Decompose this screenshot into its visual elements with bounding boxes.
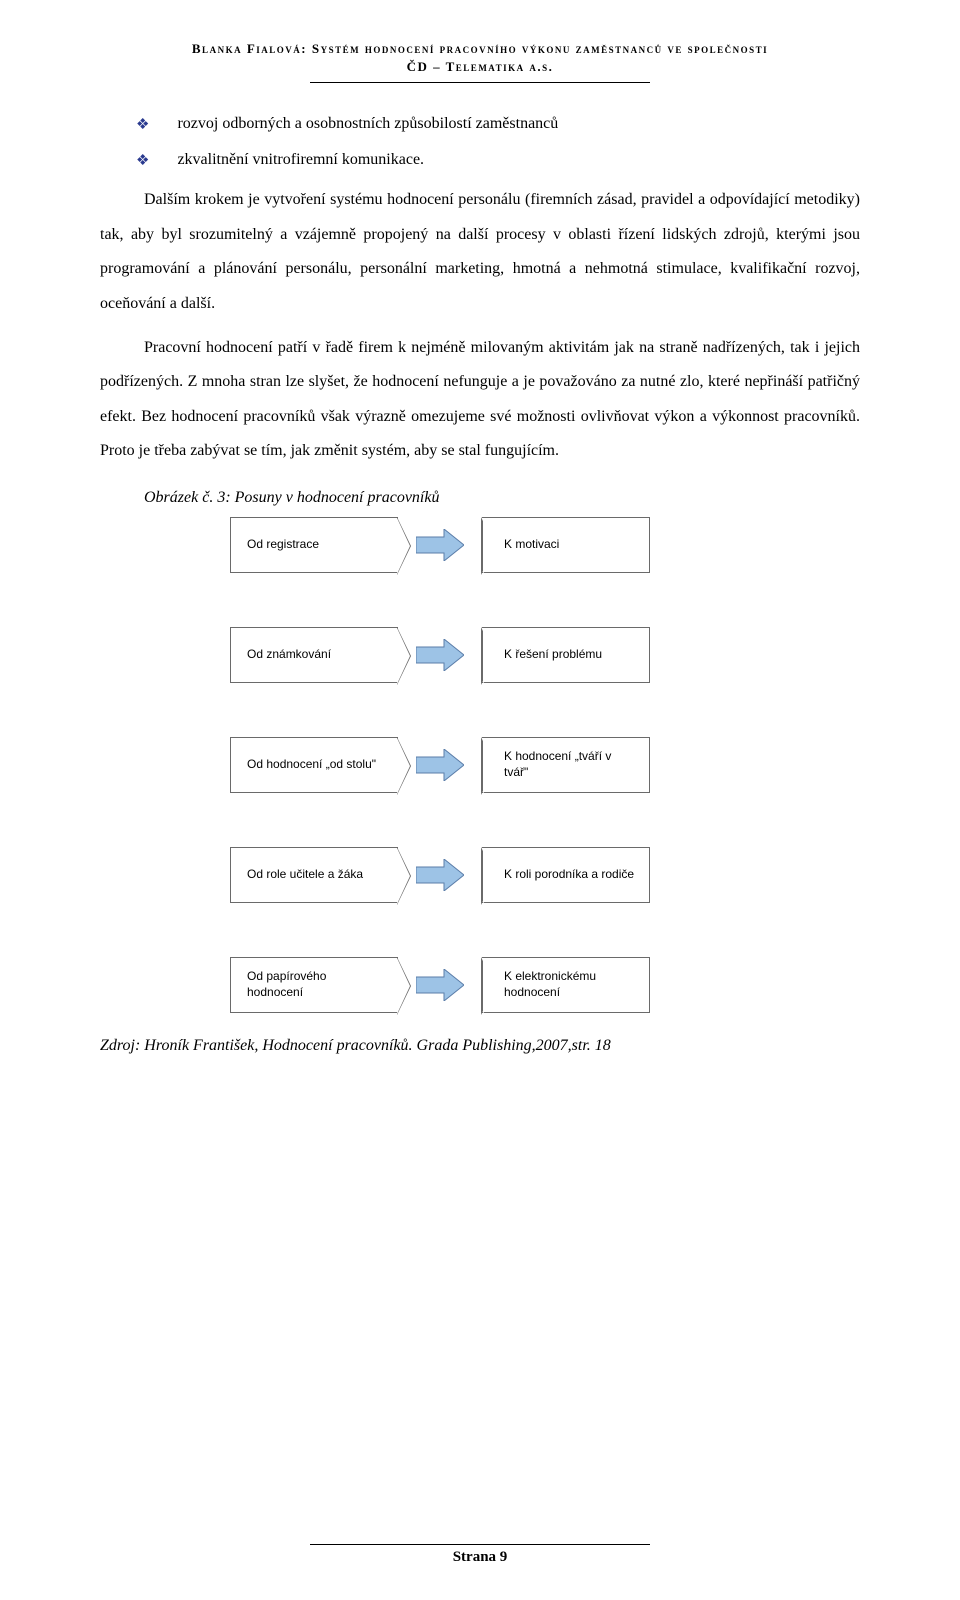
diagram-right-box: K elektronickému hodnocení <box>482 957 650 1013</box>
page-footer: Strana 9 <box>0 1544 960 1566</box>
header-divider <box>310 82 650 83</box>
bullet-item: ❖ zkvalitnění vnitrofiremní komunikace. <box>136 147 860 173</box>
page-number: Strana 9 <box>453 1549 508 1565</box>
diagram-left-label: Od registrace <box>247 537 319 553</box>
diagram-right-box: K hodnocení „tváří v tvář" <box>482 737 650 793</box>
footer-divider <box>310 1544 650 1545</box>
diagram-left-label: Od známkování <box>247 647 331 663</box>
diamond-bullet-icon: ❖ <box>136 149 149 173</box>
diagram-right-label: K roli porodníka a rodiče <box>504 867 634 883</box>
diagram-row: Od papírového hodnocení K elektronickému… <box>230 957 860 1013</box>
bullet-text: zkvalitnění vnitrofiremní komunikace. <box>177 147 424 173</box>
diagram-right-label: K motivaci <box>504 537 559 553</box>
diagram-left-label: Od hodnocení „od stolu" <box>247 757 376 773</box>
diagram-right-box: K roli porodníka a rodiče <box>482 847 650 903</box>
diagram-left-box: Od známkování <box>230 627 398 683</box>
diagram-row: Od registrace K motivaci <box>230 517 860 573</box>
diagram-right-label: K hodnocení „tváří v tvář" <box>504 749 637 780</box>
diagram-container: Od registrace K motivaci Od známkování K… <box>230 517 860 1013</box>
diagram-left-box: Od role učitele a žáka <box>230 847 398 903</box>
diagram-left-box: Od papírového hodnocení <box>230 957 398 1013</box>
page-header: Blanka Fialová: Systém hodnocení pracovn… <box>100 40 860 76</box>
diagram-right-box: K motivaci <box>482 517 650 573</box>
diagram-right-box: K řešení problému <box>482 627 650 683</box>
diagram-row: Od hodnocení „od stolu" K hodnocení „tvá… <box>230 737 860 793</box>
diagram-left-box: Od hodnocení „od stolu" <box>230 737 398 793</box>
diagram-right-label: K elektronickému hodnocení <box>504 969 637 1000</box>
diamond-bullet-icon: ❖ <box>136 113 149 137</box>
figure-caption: Obrázek č. 3: Posuny v hodnocení pracovn… <box>144 489 860 507</box>
bullet-text: rozvoj odborných a osobnostních způsobil… <box>177 111 558 137</box>
figure-source: Zdroj: Hroník František, Hodnocení praco… <box>100 1037 860 1055</box>
diagram-left-label: Od role učitele a žáka <box>247 867 363 883</box>
diagram-left-box: Od registrace <box>230 517 398 573</box>
diagram-left-label: Od papírového hodnocení <box>247 969 385 1000</box>
paragraph-2: Pracovní hodnocení patří v řadě firem k … <box>100 331 860 469</box>
diagram-row: Od role učitele a žáka K roli porodníka … <box>230 847 860 903</box>
header-line-1: Blanka Fialová: Systém hodnocení pracovn… <box>100 40 860 58</box>
diagram-row: Od známkování K řešení problému <box>230 627 860 683</box>
header-line-2: ČD – Telematika a.s. <box>100 58 860 76</box>
bullet-item: ❖ rozvoj odborných a osobnostních způsob… <box>136 111 860 137</box>
paragraph-1: Dalším krokem je vytvoření systému hodno… <box>100 183 860 321</box>
diagram-right-label: K řešení problému <box>504 647 602 663</box>
